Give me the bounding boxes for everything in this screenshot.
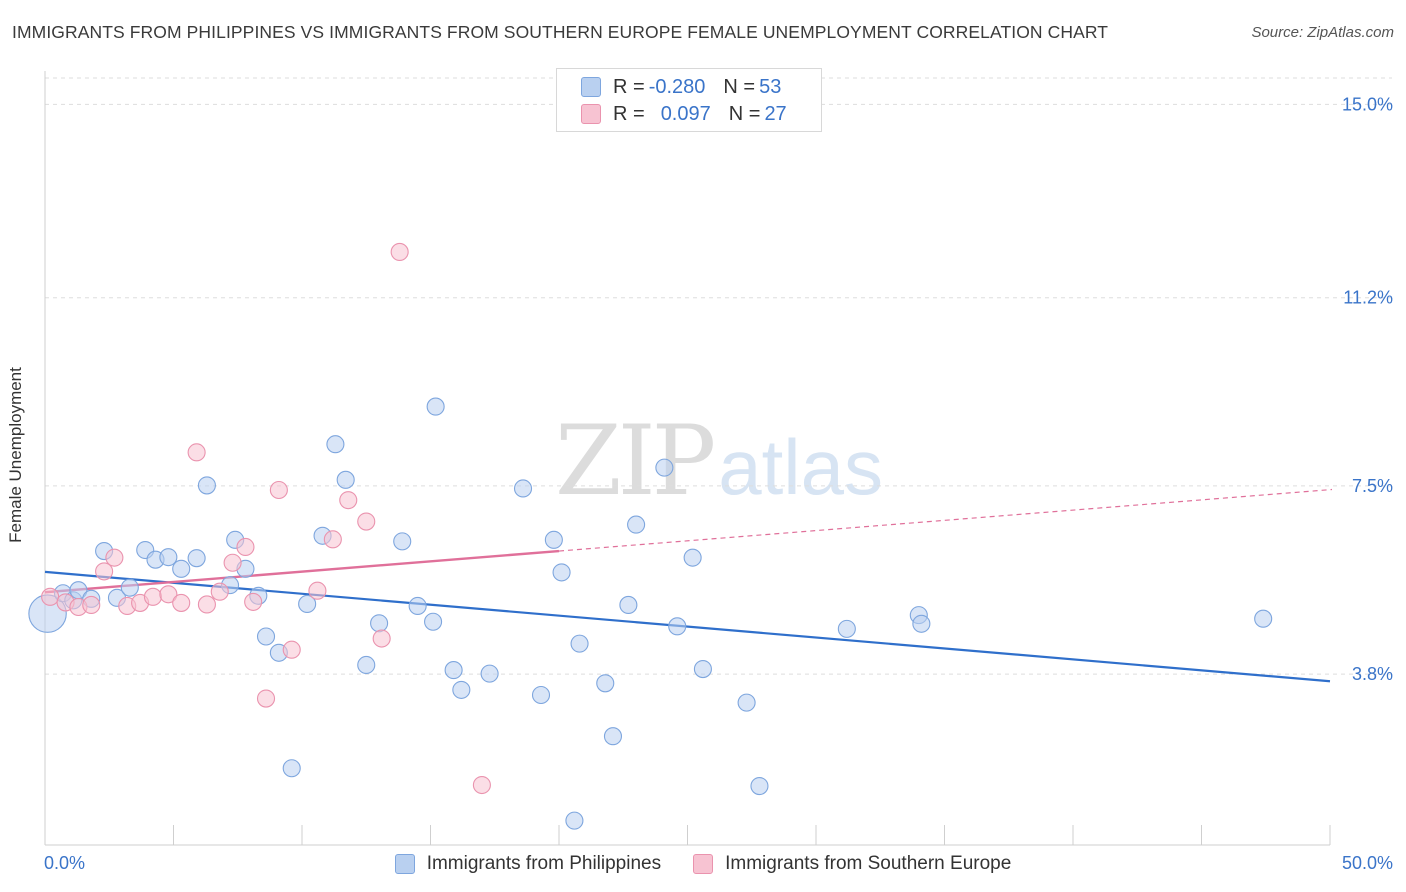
x-tick-label-1: 50.0% bbox=[1342, 853, 1393, 873]
point-southern-europe bbox=[244, 592, 263, 611]
point-philippines bbox=[187, 549, 206, 568]
point-philippines bbox=[513, 479, 533, 498]
legend-swatch-philippines bbox=[581, 77, 601, 97]
point-philippines bbox=[596, 674, 615, 693]
legend-swatch-southern-europe bbox=[581, 104, 601, 124]
point-southern-europe bbox=[282, 640, 301, 659]
point-philippines bbox=[750, 776, 769, 796]
data-points bbox=[28, 242, 1273, 830]
point-philippines bbox=[424, 612, 443, 631]
source-credit: Source: ZipAtlas.com bbox=[1251, 24, 1394, 41]
grid-lines bbox=[45, 77, 1392, 675]
point-southern-europe bbox=[159, 585, 178, 604]
legend-r-value: 0.097 bbox=[660, 102, 711, 125]
point-philippines bbox=[452, 680, 471, 699]
legend-n-value: 27 bbox=[764, 102, 787, 125]
point-southern-europe bbox=[95, 562, 114, 581]
point-philippines bbox=[197, 476, 216, 495]
point-southern-europe bbox=[339, 491, 358, 510]
point-philippines bbox=[370, 614, 389, 633]
point-philippines bbox=[627, 515, 646, 534]
y-tick-label-2: 11.2% bbox=[1343, 288, 1393, 308]
point-southern-europe bbox=[82, 595, 101, 615]
point-southern-europe bbox=[143, 587, 162, 606]
point-southern-europe bbox=[256, 689, 276, 708]
axes bbox=[44, 71, 1331, 846]
point-philippines bbox=[298, 594, 317, 613]
legend-r-label: R = bbox=[613, 75, 645, 98]
point-philippines bbox=[282, 759, 301, 778]
legend-label-southern-europe: Immigrants from Southern Europe bbox=[725, 853, 1012, 874]
point-philippines bbox=[326, 435, 345, 454]
point-southern-europe bbox=[269, 480, 288, 500]
y-tick-label-1: 7.5% bbox=[1352, 476, 1393, 496]
point-southern-europe bbox=[236, 537, 255, 557]
point-philippines bbox=[531, 685, 551, 705]
point-philippines bbox=[737, 693, 756, 712]
legend-n-value: 53 bbox=[759, 75, 782, 98]
point-southern-europe bbox=[390, 242, 409, 261]
point-philippines bbox=[408, 596, 427, 616]
point-philippines bbox=[544, 530, 563, 549]
legend-r-label: R = bbox=[613, 102, 645, 125]
legend-row-southern-europe: R = 0.097 N = 27 bbox=[581, 101, 787, 127]
series-legend: Immigrants from Philippines Immigrants f… bbox=[0, 851, 1406, 877]
point-southern-europe bbox=[308, 581, 327, 600]
point-philippines bbox=[172, 559, 191, 578]
point-southern-europe bbox=[41, 587, 60, 606]
point-philippines bbox=[256, 627, 276, 646]
point-philippines bbox=[603, 727, 623, 746]
legend-row-philippines: R = -0.280 N = 53 bbox=[581, 74, 781, 100]
point-philippines bbox=[480, 664, 499, 683]
correlation-legend: R = -0.280 N = 53 R = 0.097 N = 27 bbox=[556, 68, 822, 132]
point-philippines bbox=[693, 660, 712, 679]
point-philippines bbox=[336, 470, 355, 489]
point-philippines bbox=[159, 548, 178, 567]
legend-swatch-southern-europe bbox=[693, 854, 714, 874]
legend-label-philippines: Immigrants from Philippines bbox=[426, 853, 662, 874]
point-philippines bbox=[912, 614, 931, 633]
point-southern-europe bbox=[105, 548, 124, 567]
point-southern-europe bbox=[357, 512, 376, 531]
point-philippines bbox=[357, 655, 376, 675]
point-southern-europe bbox=[187, 443, 206, 462]
point-philippines bbox=[570, 634, 589, 653]
y-axis-label: Female Unemployment bbox=[6, 367, 25, 543]
trend-line-southern-europe-extension bbox=[558, 488, 1333, 552]
legend-item-southern-europe: Immigrants from Southern Europe bbox=[693, 853, 1011, 875]
point-philippines bbox=[444, 661, 463, 680]
legend-r-value: -0.280 bbox=[648, 75, 706, 98]
point-southern-europe bbox=[472, 775, 491, 795]
tick-labels: 3.8% 7.5% 11.2% 15.0% 0.0% 50.0% bbox=[44, 94, 1393, 873]
legend-item-philippines: Immigrants from Philippines bbox=[394, 853, 662, 875]
legend-n-label: N = bbox=[728, 102, 761, 125]
x-tick-label-0: 0.0% bbox=[44, 853, 85, 873]
point-southern-europe bbox=[172, 593, 191, 612]
point-philippines bbox=[565, 811, 584, 830]
legend-n-label: N = bbox=[723, 75, 756, 98]
y-tick-label-3: 15.0% bbox=[1342, 94, 1393, 114]
point-philippines bbox=[1254, 609, 1273, 628]
point-philippines bbox=[120, 578, 139, 597]
point-southern-europe bbox=[210, 582, 229, 601]
point-philippines bbox=[683, 548, 702, 567]
point-philippines bbox=[837, 619, 856, 638]
point-philippines bbox=[619, 595, 638, 615]
point-philippines bbox=[668, 617, 687, 636]
chart-title: IMMIGRANTS FROM PHILIPPINES VS IMMIGRANT… bbox=[12, 22, 1109, 42]
point-philippines bbox=[552, 563, 571, 582]
y-tick-label-0: 3.8% bbox=[1352, 664, 1393, 684]
point-philippines bbox=[426, 397, 445, 416]
point-philippines bbox=[655, 458, 674, 477]
point-southern-europe bbox=[197, 595, 216, 614]
point-southern-europe bbox=[323, 530, 342, 549]
point-southern-europe bbox=[223, 553, 242, 572]
legend-swatch-philippines bbox=[394, 854, 415, 874]
point-philippines bbox=[393, 532, 412, 551]
point-southern-europe bbox=[372, 629, 391, 648]
